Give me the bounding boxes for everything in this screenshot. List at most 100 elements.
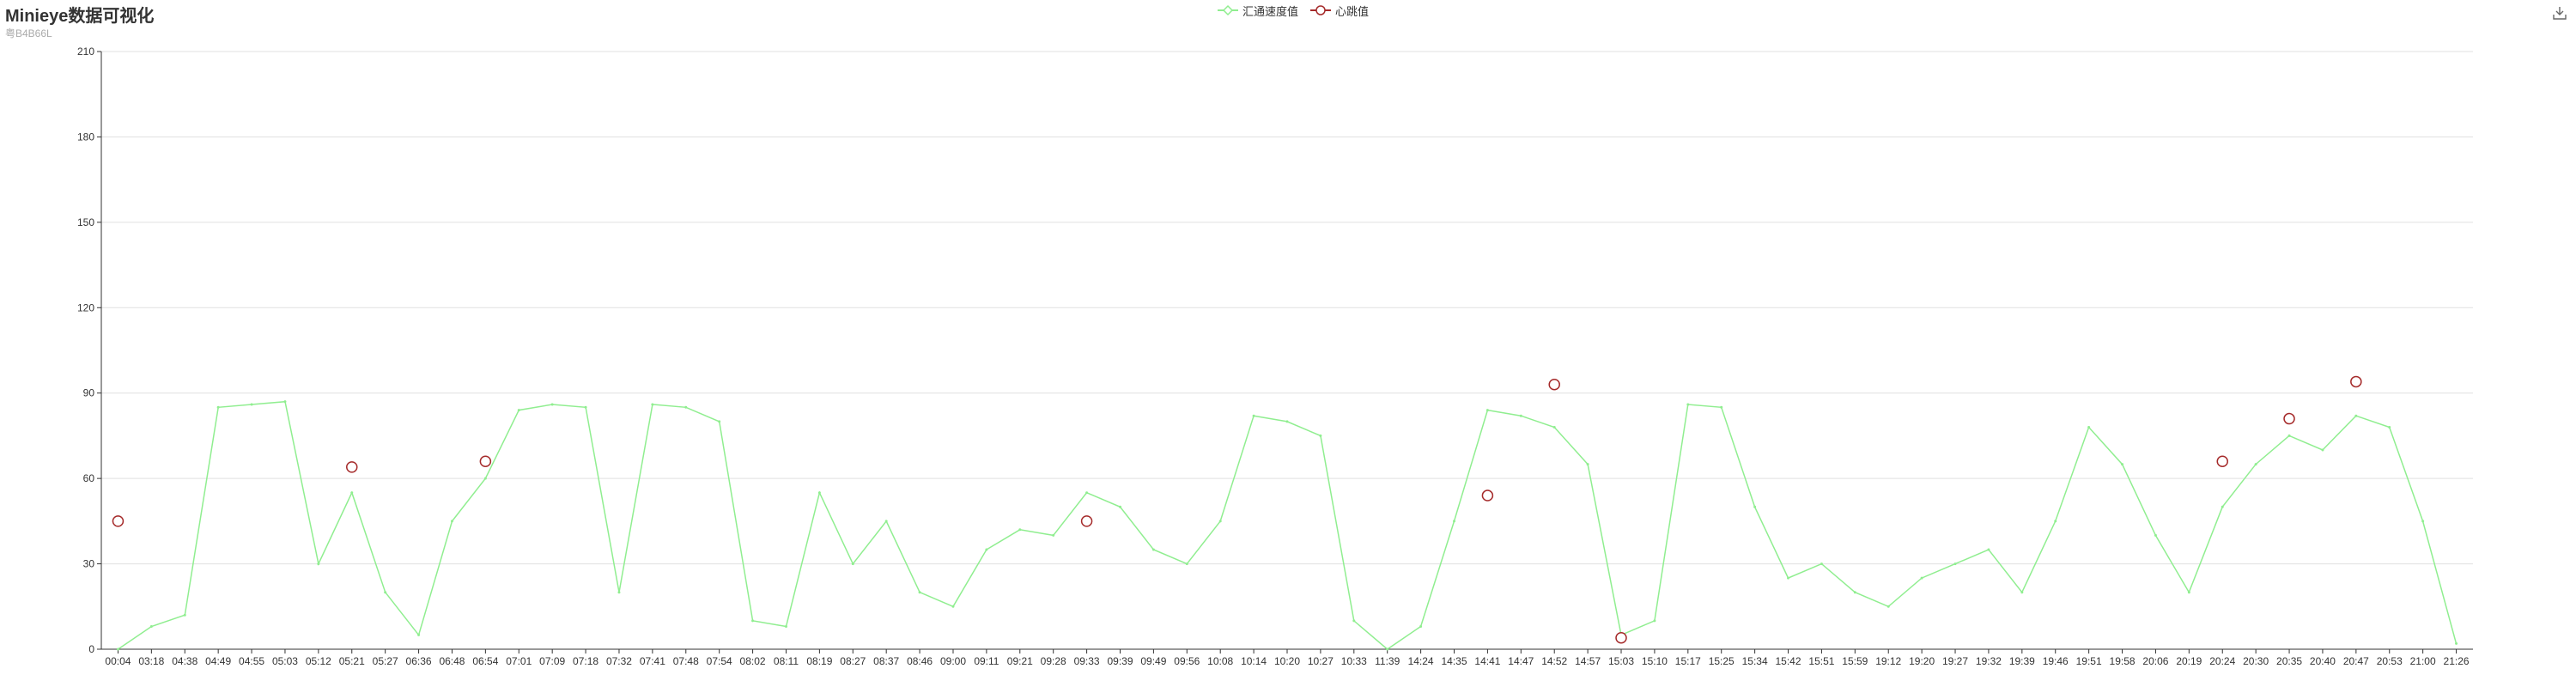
grid-lines <box>101 51 2473 565</box>
heartbeat-point <box>1481 489 1494 502</box>
x-tick-label: 20:24 <box>2209 655 2235 667</box>
speed-point <box>1886 605 1890 608</box>
speed-point <box>483 477 487 480</box>
speed-point <box>1720 405 1723 409</box>
y-tick-label: 90 <box>83 387 95 399</box>
x-tick-label: 19:20 <box>1909 655 1935 667</box>
y-tick-label: 30 <box>83 558 95 570</box>
x-tick-label: 15:59 <box>1842 655 1868 667</box>
x-tick-label: 00:04 <box>105 655 131 667</box>
download-icon[interactable] <box>2552 5 2567 21</box>
x-tick-label: 08:27 <box>840 655 866 667</box>
x-tick-label: 07:32 <box>606 655 632 667</box>
speed-point <box>817 491 821 495</box>
x-tick-label: 14:24 <box>1408 655 1434 667</box>
x-tick-label: 15:03 <box>1608 655 1634 667</box>
x-tick-label: 04:49 <box>205 655 231 667</box>
speed-point <box>216 405 220 409</box>
speed-point <box>1920 576 1923 580</box>
x-tick-label: 20:06 <box>2142 655 2168 667</box>
speed-point <box>550 403 554 406</box>
speed-point <box>350 491 354 495</box>
x-tick-label: 21:00 <box>2410 655 2436 667</box>
speed-point <box>851 562 854 566</box>
legend-label-speed: 汇通速度值 <box>1242 4 1299 18</box>
x-tick-label: 10:33 <box>1341 655 1367 667</box>
legend-item-speed[interactable]: 汇通速度值 <box>1218 3 1298 19</box>
speed-point <box>1653 619 1656 623</box>
heartbeat-point <box>1080 515 1093 527</box>
speed-point <box>116 647 119 651</box>
x-tick-label: 20:30 <box>2243 655 2269 667</box>
speed-point <box>1018 528 1022 532</box>
chart-title: Minieye数据可视化 <box>5 7 155 26</box>
x-tick-label: 07:18 <box>573 655 598 667</box>
heartbeat-point <box>2283 412 2295 425</box>
speed-point <box>1352 619 1356 623</box>
speed-point <box>384 591 387 594</box>
x-tick-label: 15:25 <box>1709 655 1735 667</box>
x-tick-label: 19:46 <box>2043 655 2069 667</box>
x-tick-label: 05:21 <box>339 655 365 667</box>
x-tick-label: 05:03 <box>272 655 298 667</box>
x-tick-label: 20:53 <box>2377 655 2403 667</box>
speed-point <box>1085 491 1089 495</box>
speed-point <box>1953 562 1957 566</box>
speed-point <box>2287 434 2291 437</box>
x-tick-label: 15:42 <box>1776 655 1801 667</box>
legend-label-heartbeat: 心跳值 <box>1335 4 1370 18</box>
speed-point <box>1519 414 1522 417</box>
speed-point <box>918 591 921 594</box>
x-tick-label: 09:39 <box>1107 655 1133 667</box>
speed-point <box>1419 624 1423 628</box>
x-tick-label: 07:09 <box>539 655 565 667</box>
x-tick-label: 08:11 <box>774 655 799 667</box>
x-tick-label: 15:17 <box>1675 655 1701 667</box>
speed-point <box>2455 641 2458 645</box>
x-tick-label: 20:35 <box>2276 655 2302 667</box>
speed-point <box>1118 505 1121 508</box>
speed-point <box>450 520 453 523</box>
x-tick-label: 06:36 <box>406 655 432 667</box>
speed-point <box>1787 576 1790 580</box>
y-tick-label: 210 <box>77 46 94 58</box>
x-tick-label: 06:48 <box>439 655 465 667</box>
x-tick-label: 15:10 <box>1642 655 1668 667</box>
speed-point <box>1386 647 1389 651</box>
speed-point <box>1218 520 1222 523</box>
x-tick-label: 06:54 <box>472 655 498 667</box>
legend-item-heartbeat[interactable]: 心跳值 <box>1310 3 1369 19</box>
x-tick-label: 09:56 <box>1174 655 1200 667</box>
speed-point <box>2020 591 2024 594</box>
x-tick-label: 20:19 <box>2176 655 2202 667</box>
speed-point <box>1252 414 1255 417</box>
x-tick-label: 09:49 <box>1140 655 1166 667</box>
x-tick-label: 07:48 <box>673 655 699 667</box>
y-tick-label: 150 <box>77 216 94 228</box>
x-tick-label: 15:34 <box>1742 655 1768 667</box>
x-tick-label: 08:02 <box>740 655 766 667</box>
axes <box>100 52 2473 650</box>
x-tick-label: 14:41 <box>1474 655 1500 667</box>
speed-point <box>1485 409 1489 412</box>
x-ticks: 00:04 03:18 04:38 04:49 04:55 05:03 05:12 05:21… <box>105 649 2470 667</box>
x-tick-label: 14:35 <box>1441 655 1467 667</box>
x-tick-label: 07:01 <box>506 655 532 667</box>
speed-point <box>2187 591 2190 594</box>
x-tick-label: 10:20 <box>1274 655 1300 667</box>
x-tick-label: 07:41 <box>640 655 665 667</box>
heartbeat-legend-marker <box>1310 5 1332 15</box>
speed-point <box>2254 463 2257 466</box>
speed-point <box>985 548 988 551</box>
heartbeat-point <box>479 455 492 468</box>
x-tick-label: 21:26 <box>2444 655 2470 667</box>
speed-point <box>1052 533 1055 537</box>
heartbeat-point <box>1548 379 1560 391</box>
speed-point <box>651 403 654 406</box>
x-tick-label: 19:27 <box>1942 655 1968 667</box>
speed-point <box>2321 448 2324 452</box>
x-tick-label: 09:21 <box>1007 655 1033 667</box>
speed-point <box>1552 425 1556 429</box>
y-tick-label: 0 <box>88 643 94 655</box>
